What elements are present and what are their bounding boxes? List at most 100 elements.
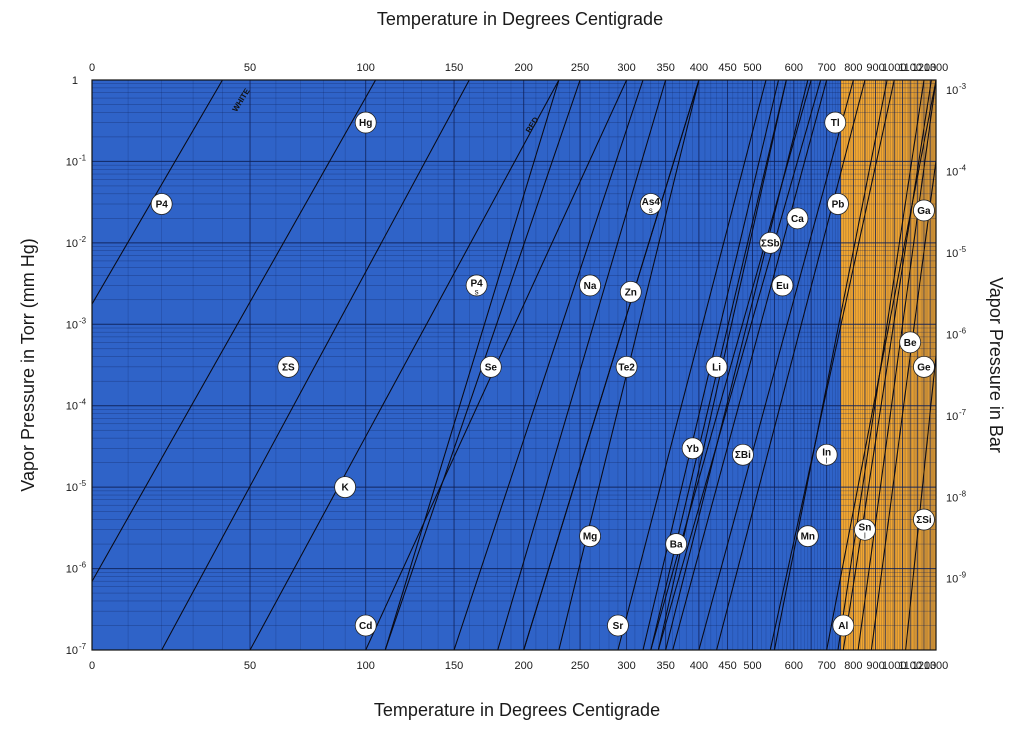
top-tick-label: 50 [244, 62, 256, 74]
element-badge-circle [796, 525, 819, 548]
element-label: Tl [831, 118, 840, 129]
right-tick-exponent: -7 [959, 408, 967, 417]
element-badge: Pb [827, 193, 849, 215]
top-axis-title: Temperature in Degrees Centigrade [377, 9, 663, 29]
element-badge-circle [615, 355, 638, 378]
element-label: As4 [642, 197, 661, 208]
right-tick-label: 10 [946, 411, 958, 423]
right-tick-label: 10 [946, 574, 958, 586]
element-badge: Te2 [615, 355, 638, 378]
element-labels: P4HgΣSKCdP4sSeMgNaZnTe2SrAs4sBaYbLiΣBiΣS… [150, 111, 935, 637]
element-badge: ΣSi [913, 508, 935, 531]
curve-mn [773, 80, 888, 650]
element-label: Yb [686, 444, 699, 455]
element-label: Ca [791, 214, 804, 225]
element-badge: Zn [619, 280, 642, 303]
element-badge: Ge [913, 355, 935, 378]
curve-sr [617, 80, 767, 650]
element-badge: Al [832, 614, 855, 637]
element-badge: Ba [665, 533, 688, 555]
element-label: K [342, 483, 350, 494]
element-badge-circle [913, 508, 935, 531]
element-label: Be [904, 338, 917, 349]
right-tick-exponent: -8 [959, 489, 967, 498]
left-axis-title: Vapor Pressure in Torr (mm Hg) [18, 238, 38, 491]
element-badge: ΣS [277, 355, 300, 378]
element-badge-circle [354, 614, 377, 637]
curve-eu [665, 80, 809, 650]
element-label: P4 [471, 278, 484, 289]
element-label: Mn [801, 532, 815, 543]
element-badge-circle [150, 193, 173, 215]
bottom-tick-label: 50 [244, 660, 256, 672]
element-label: P4 [156, 200, 169, 211]
curve-mg [523, 80, 700, 650]
bottom-tick-label: 100 [357, 660, 375, 672]
right-tick-exponent: -4 [959, 164, 967, 173]
element-badge-circle [639, 193, 662, 215]
bottom-tick-label: 450 [718, 660, 736, 672]
element-label: Ba [670, 540, 683, 551]
element-label: Cd [359, 621, 372, 632]
right-tick-exponent: -9 [959, 571, 967, 580]
element-badge: Se [479, 355, 502, 378]
curve-ge [870, 156, 936, 650]
curve-p4-white [92, 80, 223, 306]
axis-ticks: 0 50 100 150 200 250 300 350 400 450 500 600 700 800 9… [66, 62, 967, 672]
element-badge: Be [899, 331, 922, 354]
element-badge: Sr [607, 614, 629, 637]
left-tick-exponent: -5 [79, 479, 87, 488]
top-tick-label: 800 [844, 62, 862, 74]
element-badge: ΣBi [732, 443, 754, 466]
element-badge: Eu [771, 274, 794, 297]
element-label: ΣS [282, 362, 295, 373]
element-badge: Tl [824, 111, 847, 134]
left-tick-exponent: -7 [79, 642, 87, 651]
element-badge: P4 [150, 193, 173, 215]
curve-pb [716, 80, 866, 650]
plot-background [92, 80, 936, 650]
right-tick-label: 10 [946, 492, 958, 504]
element-label: ΣSi [916, 515, 932, 526]
left-tick-exponent: -2 [79, 235, 87, 244]
right-tick-exponent: -5 [959, 245, 967, 254]
curve-in [769, 80, 895, 650]
element-badge-circle [827, 193, 849, 215]
bottom-tick-label: 1300 [924, 660, 948, 672]
element-badge-circle [786, 207, 809, 230]
element-badge-circle [759, 231, 782, 254]
left-tick-label: 10 [66, 482, 78, 494]
bottom-tick-label: 350 [656, 660, 674, 672]
element-label: Eu [776, 281, 789, 292]
element-label: Sn [859, 523, 872, 534]
bottom-tick-label: 800 [844, 660, 862, 672]
element-badge-circle [854, 518, 876, 541]
curve-sn [842, 80, 932, 650]
element-label: Ge [917, 362, 931, 373]
right-tick-exponent: -6 [959, 326, 967, 335]
curve-p4-red [384, 80, 560, 650]
element-badge-circle [354, 111, 377, 134]
curve-zn [497, 80, 667, 650]
element-label: Te2 [618, 362, 635, 373]
top-tick-label: 900 [866, 62, 884, 74]
element-phase: s [475, 287, 479, 296]
element-label: Na [584, 281, 597, 292]
bottom-tick-label: 700 [817, 660, 835, 672]
bottom-tick-label: 900 [866, 660, 884, 672]
left-tick-label: 10 [66, 645, 78, 657]
curve-be [857, 80, 936, 650]
top-tick-label: 0 [89, 62, 95, 74]
element-badge-circle [815, 443, 838, 466]
curve-hg [92, 80, 377, 583]
left-tick-exponent: -6 [79, 561, 87, 570]
right-tick-exponent: -3 [959, 82, 967, 91]
bottom-tick-label: 150 [445, 660, 463, 672]
element-phase: s [649, 206, 653, 215]
element-badge-circle [732, 443, 754, 466]
element-badge-circle [579, 525, 601, 548]
left-tick-exponent: -3 [79, 316, 87, 325]
top-tick-label: 150 [445, 62, 463, 74]
top-tick-label: 1000 [882, 62, 906, 74]
